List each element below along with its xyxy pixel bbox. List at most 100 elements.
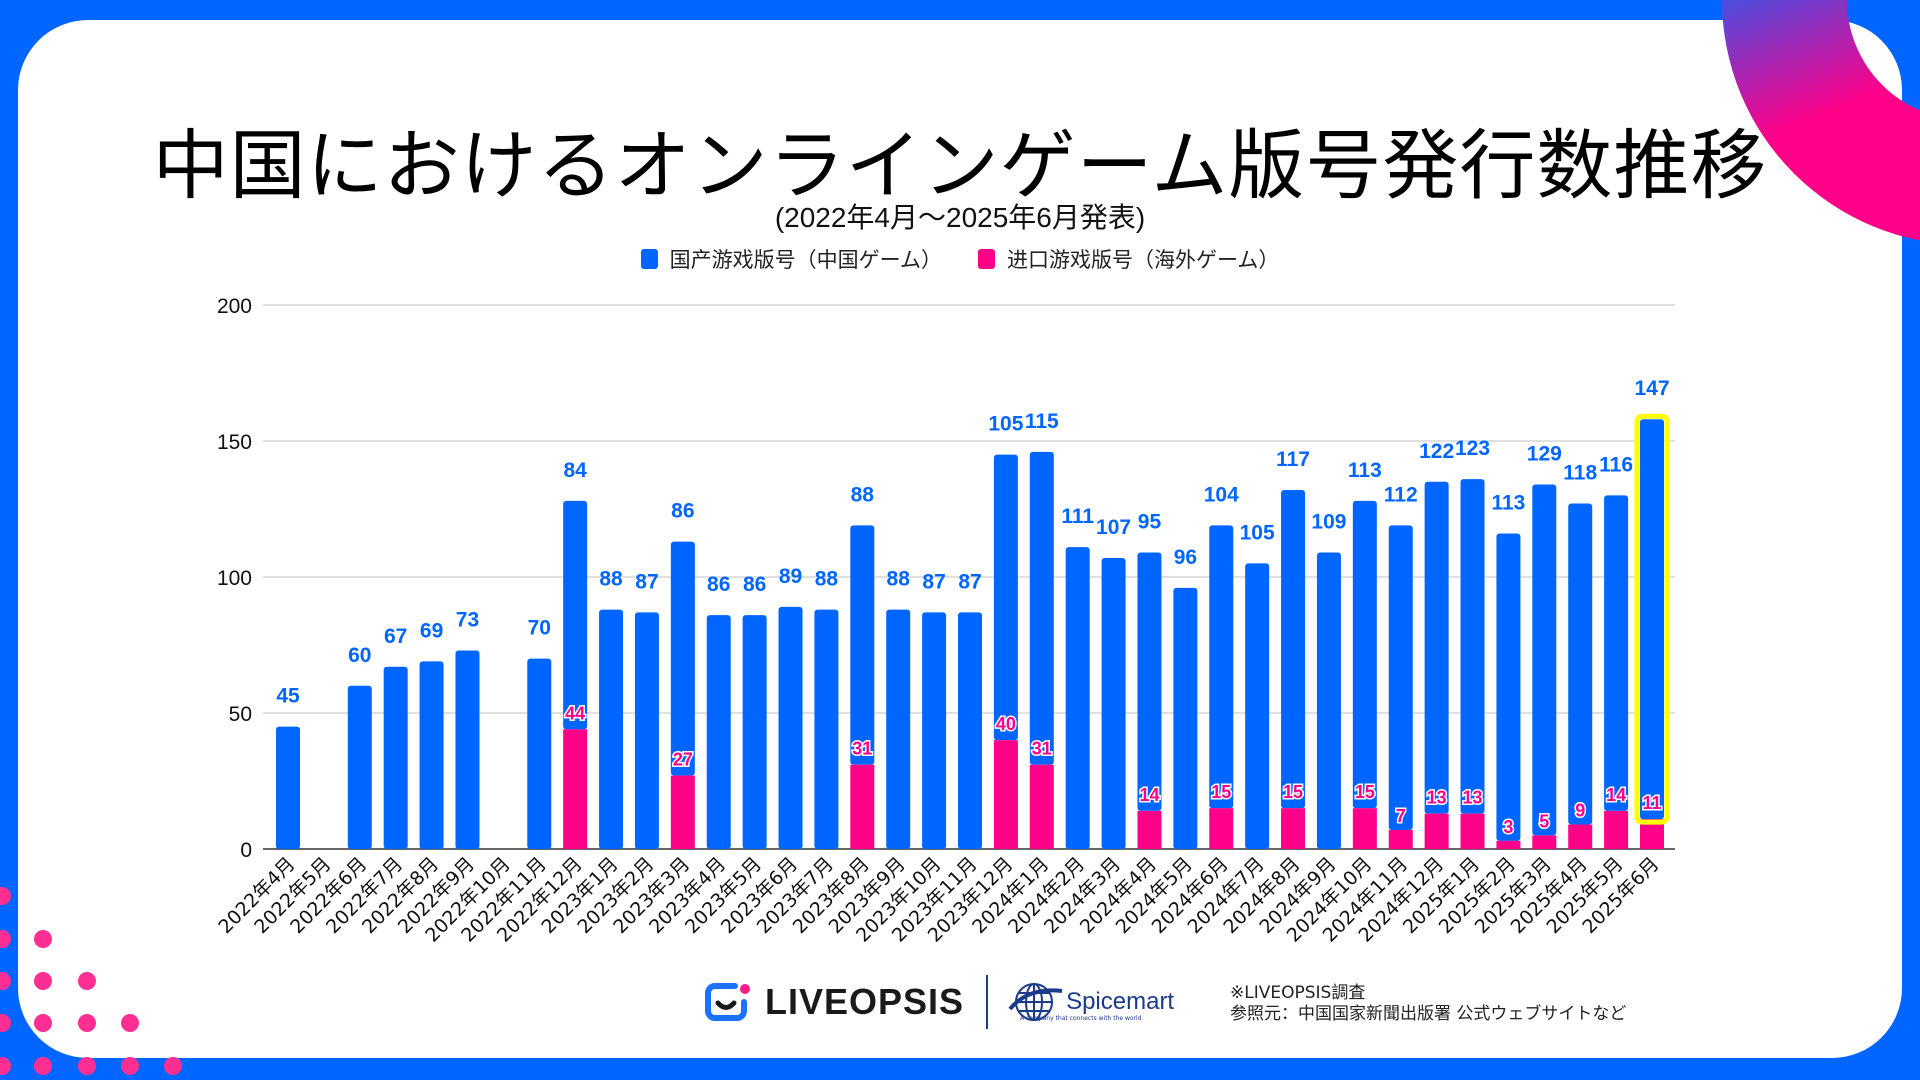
bar-domestic: [850, 525, 875, 765]
data-label-import: 3: [1503, 817, 1513, 837]
bar-domestic: [1496, 533, 1521, 841]
data-label-domestic: 112: [1384, 483, 1418, 506]
bar-domestic: [922, 612, 947, 849]
bar-import: [850, 764, 875, 849]
spicemart-wordmark: Spicemart: [1066, 988, 1175, 1015]
bar-domestic: [419, 661, 444, 849]
bar-import: [1281, 808, 1306, 849]
bar-domestic: [706, 615, 731, 849]
data-label-import: 14: [1139, 785, 1159, 805]
data-label-domestic: 105: [1240, 521, 1275, 544]
source-notes: ※LIVEOPSIS調査 参照元：中国国家新聞出版署 公式ウェブサイトなど: [1230, 983, 1626, 1025]
data-label-domestic: 115: [1025, 410, 1059, 433]
legend-label-import: 进口游戏版号（海外ゲーム）: [1007, 248, 1280, 272]
data-label-domestic: 104: [1204, 483, 1239, 506]
data-label-import: 44: [565, 703, 585, 723]
bar-domestic: [886, 609, 911, 849]
data-label-domestic: 73: [456, 608, 479, 631]
data-label-domestic: 105: [988, 413, 1023, 436]
bar-import: [1029, 764, 1054, 849]
data-label-domestic: 117: [1276, 448, 1310, 471]
bar-domestic: [1388, 525, 1413, 830]
bar-import: [1496, 840, 1521, 849]
legend-label-domestic: 国产游戏版号（中国ゲーム）: [669, 248, 942, 272]
data-label-import: 15: [1283, 782, 1303, 802]
bar-import: [563, 729, 588, 849]
data-label-domestic: 96: [1174, 546, 1197, 569]
data-label-domestic: 89: [779, 565, 802, 588]
bar-domestic: [563, 500, 588, 730]
y-tick-label: 200: [217, 295, 252, 318]
bar-import: [1568, 824, 1593, 849]
bar-domestic: [1281, 489, 1306, 809]
data-label-import: 11: [1642, 793, 1661, 813]
data-label-import: 15: [1211, 782, 1231, 802]
bar-domestic: [1532, 484, 1557, 836]
data-label-import: 9: [1575, 801, 1585, 821]
bar-import: [1424, 813, 1449, 849]
data-label-domestic: 45: [276, 685, 300, 708]
bar-domestic: [1604, 495, 1629, 811]
data-label-import: 13: [1427, 788, 1447, 808]
legend-swatch-domestic: [640, 249, 658, 269]
y-tick-label: 50: [229, 703, 252, 726]
data-label-import: 40: [996, 714, 1016, 734]
bar-domestic: [1424, 481, 1449, 814]
data-label-domestic: 84: [563, 459, 587, 482]
liveopsis-wordmark: LIVEOPSIS: [765, 981, 965, 1022]
globe-icon: [1008, 983, 1063, 1021]
data-label-domestic: 116: [1599, 453, 1633, 476]
data-label-domestic: 87: [635, 570, 658, 593]
bar-domestic: [1640, 419, 1664, 820]
bar-domestic: [383, 666, 408, 849]
data-label-domestic: 113: [1491, 491, 1525, 514]
bar-import: [1352, 808, 1377, 849]
bar-import: [1388, 829, 1413, 849]
page-title: 中国におけるオンラインゲーム版号発行数推移: [152, 121, 1768, 210]
liveopsis-logo: LIVEOPSIS: [705, 981, 964, 1023]
bar-domestic: [1568, 503, 1593, 825]
bar-import: [1137, 810, 1162, 849]
data-label-domestic: 86: [743, 573, 766, 596]
bar-domestic: [527, 658, 552, 849]
bar-domestic: [1101, 557, 1126, 849]
data-label-domestic: 109: [1311, 511, 1346, 534]
data-label-import: 31: [852, 739, 872, 759]
data-label-domestic: 69: [420, 619, 443, 642]
bar-domestic: [958, 612, 982, 849]
data-label-import: 5: [1539, 811, 1549, 831]
legend-swatch-import: [978, 249, 995, 269]
logo-divider: [986, 975, 989, 1029]
data-label-domestic: 88: [815, 568, 839, 591]
liveopsis-smile-icon: [705, 983, 750, 1021]
bar-import: [1209, 808, 1234, 849]
spicemart-tagline: A company that connects with the world: [1020, 1015, 1142, 1022]
bar-domestic: [778, 606, 803, 849]
bar-domestic: [814, 609, 839, 849]
data-label-import: 27: [673, 750, 693, 770]
bar-domestic: [742, 615, 767, 849]
bar-domestic: [993, 454, 1018, 741]
data-label-domestic: 87: [922, 570, 945, 593]
data-label-import: 31: [1032, 739, 1052, 759]
bar-import: [1604, 810, 1629, 849]
data-label-import: 7: [1396, 806, 1406, 826]
data-label-import: 13: [1463, 788, 1483, 808]
data-label-domestic: 86: [707, 573, 730, 596]
bar-import: [1460, 813, 1485, 849]
y-tick-label: 100: [217, 567, 252, 590]
bar-domestic: [670, 541, 695, 776]
data-label-domestic: 147: [1634, 377, 1669, 400]
data-label-domestic: 86: [671, 500, 694, 523]
bar-domestic: [455, 650, 480, 849]
data-label-domestic: 95: [1138, 511, 1162, 534]
bar-domestic: [1460, 479, 1485, 814]
bar-domestic: [276, 726, 300, 849]
bar-import: [993, 740, 1018, 849]
bar-domestic: [1065, 547, 1090, 849]
legend-item-domestic: 国产游戏版号（中国ゲーム）: [640, 244, 942, 274]
data-label-domestic: 113: [1348, 459, 1382, 482]
data-label-domestic: 107: [1096, 516, 1131, 539]
research-note: ※LIVEOPSIS調査: [1230, 983, 1366, 1003]
